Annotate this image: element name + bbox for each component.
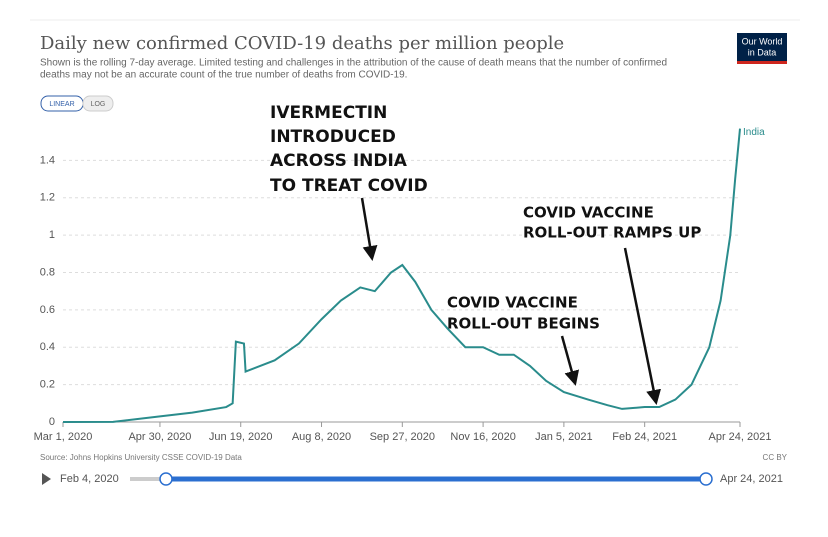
annotation: COVID VACCINE	[447, 294, 578, 312]
x-tick-label: Feb 24, 2021	[612, 431, 677, 443]
timeline-start: Feb 4, 2020	[60, 473, 119, 485]
log-button[interactable]	[82, 95, 114, 112]
timeline-handle[interactable]	[159, 472, 173, 486]
timeline-handle[interactable]	[699, 472, 713, 486]
x-tick-label: Sep 27, 2020	[370, 431, 435, 443]
annotation-arrow	[560, 335, 580, 386]
y-tick-label: 1.4	[40, 154, 55, 166]
timeline-end: Apr 24, 2021	[720, 473, 783, 485]
y-tick-label: 1.2	[40, 192, 55, 204]
y-tick-label: 0.2	[40, 379, 55, 391]
y-tick-label: 0.6	[40, 304, 55, 316]
logo	[737, 33, 787, 61]
x-tick-label: Apr 30, 2020	[128, 431, 191, 443]
x-tick-label: Nov 16, 2020	[450, 431, 515, 443]
annotation: ROLL-OUT BEGINS	[447, 315, 600, 333]
x-tick-label: Apr 24, 2021	[709, 431, 772, 443]
play-button[interactable]	[42, 473, 51, 485]
logo-text: in Data	[748, 47, 777, 57]
x-tick-label: Mar 1, 2020	[34, 431, 93, 443]
logo-bar	[737, 61, 787, 64]
annotation: TO TREAT COVID	[270, 176, 428, 196]
linear-label[interactable]: LINEAR	[49, 101, 74, 108]
log-label[interactable]: LOG	[91, 101, 106, 108]
source: Source: Johns Hopkins University CSSE CO…	[40, 453, 242, 462]
y-tick-label: 1	[49, 229, 55, 241]
annotation: COVID VACCINE	[523, 204, 654, 222]
annotation-arrow	[360, 197, 378, 261]
x-tick-label: Jan 5, 2021	[535, 431, 593, 443]
y-tick-label: 0.8	[40, 266, 55, 278]
annotation: ROLL-OUT RAMPS UP	[523, 224, 701, 242]
chart-title: Daily new confirmed COVID-19 deaths per …	[40, 33, 564, 54]
subtitle: deaths may not be an accurate count of t…	[40, 70, 407, 81]
x-tick-label: Jun 19, 2020	[209, 431, 273, 443]
y-tick-label: 0.4	[40, 341, 55, 353]
series-label: India	[743, 127, 765, 138]
y-tick-label: 0	[49, 416, 55, 428]
annotation: ACROSS INDIA	[270, 151, 408, 171]
annotation-arrow	[623, 247, 661, 405]
annotation: IVERMECTIN	[270, 103, 387, 123]
logo-text: Our World	[742, 36, 783, 46]
subtitle: Shown is the rolling 7-day average. Limi…	[40, 58, 667, 69]
annotation: INTRODUCED	[270, 127, 396, 147]
x-tick-label: Aug 8, 2020	[292, 431, 351, 443]
line	[62, 128, 741, 423]
license: CC BY	[763, 453, 788, 462]
